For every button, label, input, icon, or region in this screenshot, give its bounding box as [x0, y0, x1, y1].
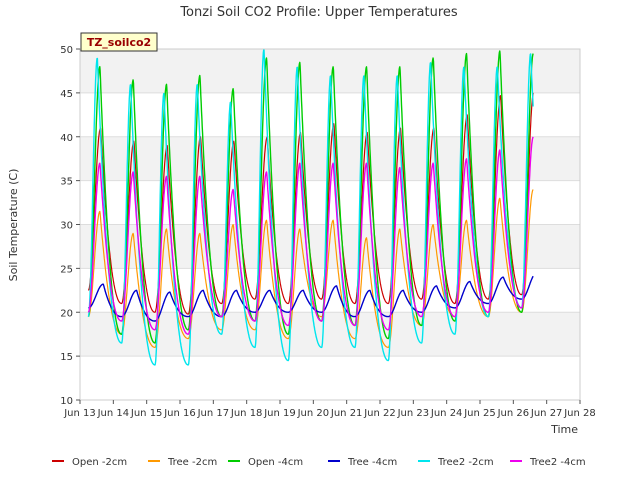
site-label: TZ_soilco2	[87, 36, 151, 49]
x-tick-label: Jun 25	[463, 408, 496, 419]
y-tick-label: 20	[60, 308, 73, 319]
x-tick-label: Jun 19	[263, 408, 296, 419]
x-tick-label: Jun 22	[363, 408, 396, 419]
y-tick-label: 10	[60, 396, 73, 407]
x-tick-label: Jun 20	[297, 408, 330, 419]
x-tick-label: Jun 14	[97, 408, 130, 419]
x-axis-ticks: Jun 13 Jun 14 Jun 15 Jun 16 Jun 17 Jun 18 Jun …	[63, 400, 596, 419]
x-tick-label: Jun 27	[530, 408, 563, 419]
legend-label: Tree -2cm	[167, 457, 217, 468]
x-tick-label: Jun 28	[563, 408, 596, 419]
legend: Open -2cm Tree -2cm Open -4cm Tree -4cm Tree…	[52, 457, 586, 468]
x-tick-label: Jun 21	[330, 408, 363, 419]
chart-title: Tonzi Soil CO2 Profile: Upper Temperatur…	[179, 5, 458, 20]
series-group	[87, 49, 534, 366]
x-tick-label: Jun 23	[397, 408, 430, 419]
x-tick-label: Jun 13	[63, 408, 96, 419]
x-tick-label: Jun 24	[430, 408, 463, 419]
grid-band	[80, 312, 580, 357]
x-tick-label: Jun 18	[230, 408, 263, 419]
legend-label: Open -4cm	[248, 457, 303, 468]
x-tick-label: Jun 17	[197, 408, 230, 419]
legend-label: Tree -4cm	[347, 457, 397, 468]
x-tick-label: Jun 16	[163, 408, 196, 419]
y-tick-label: 50	[60, 45, 73, 56]
x-axis-label: Time	[550, 423, 578, 436]
y-tick-label: 30	[60, 221, 73, 232]
y-tick-label: 40	[60, 133, 73, 144]
legend-label: Tree2 -4cm	[529, 457, 586, 468]
y-tick-label: 15	[60, 352, 73, 363]
y-tick-label: 45	[60, 89, 73, 100]
legend-label: Tree2 -2cm	[437, 457, 494, 468]
plot-area	[79, 48, 581, 401]
y-tick-label: 35	[60, 177, 73, 188]
series-line	[87, 136, 534, 335]
site-label-box: TZ_soilco2	[80, 32, 158, 52]
x-tick-label: Jun 15	[130, 408, 163, 419]
y-tick-label: 25	[60, 264, 73, 275]
y-axis-ticks: 10 15 20 25 30 35 40 45 50	[60, 45, 80, 407]
legend-label: Open -2cm	[72, 457, 127, 468]
x-tick-label: Jun 26	[497, 408, 530, 419]
series-line	[87, 49, 534, 366]
y-axis-label: Soil Temperature (C)	[7, 169, 20, 282]
